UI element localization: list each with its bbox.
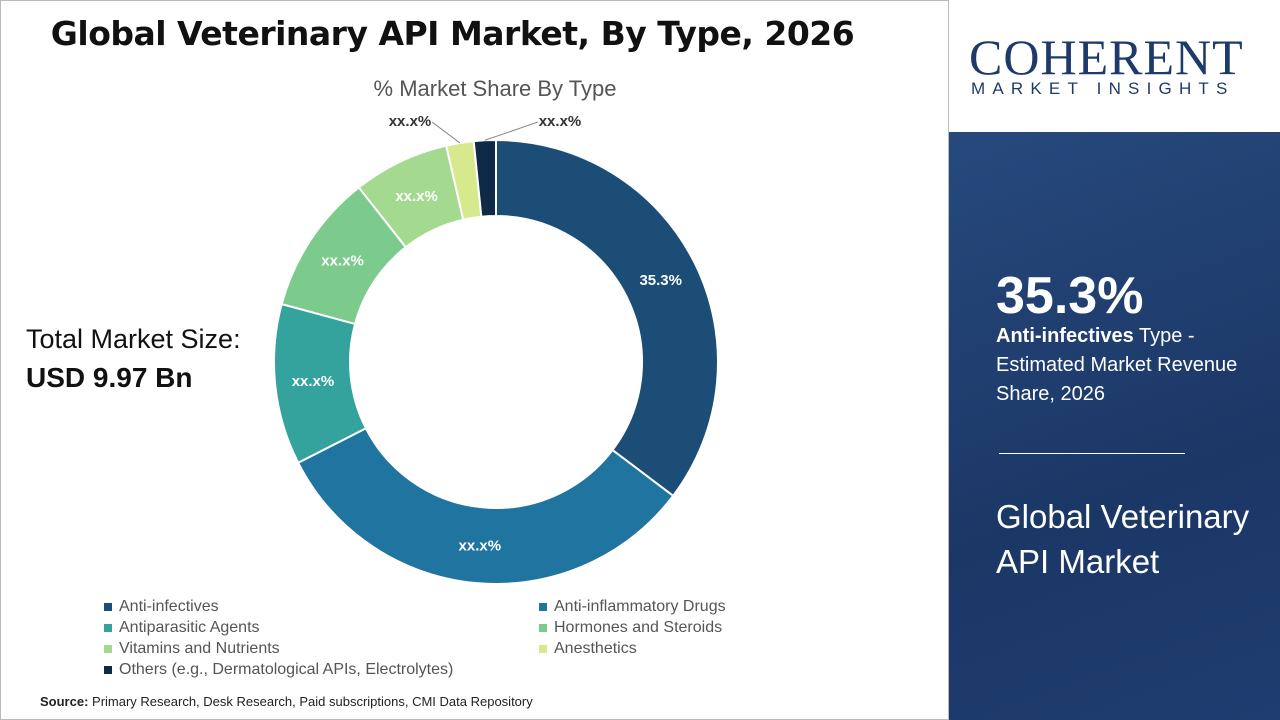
source-note: Source: Primary Research, Desk Research,… [40, 694, 533, 709]
donut-chart: 35.3% xx.x% xx.x% xx.x% xx.x% xx.x% xx.x% [273, 113, 719, 585]
highlight-segment: Anti-infectives [996, 325, 1134, 347]
data-label: xx.x% [395, 188, 438, 205]
highlight-desc-text: Type - Estimated Market Revenue Share, 2… [996, 325, 1238, 405]
slice-anti-infectives [495, 138, 719, 498]
legend-label: Anesthetics [554, 639, 637, 657]
leader-line [484, 121, 539, 141]
logo-name: COHERENT [969, 29, 1244, 85]
page-title: Global Veterinary API Market, By Type, 2… [50, 14, 855, 53]
divider [999, 453, 1185, 454]
legend-item: Anesthetics [539, 638, 799, 659]
legend-swatch [104, 644, 112, 653]
legend-swatch [104, 602, 112, 611]
legend-label: Anti-infectives [119, 597, 219, 615]
total-market-label: Total Market Size: [26, 324, 241, 354]
data-label: 35.3% [639, 272, 682, 289]
slice-others [472, 138, 497, 218]
highlight-description: Anti-infectives Type - Estimated Market … [996, 322, 1246, 409]
legend-swatch [539, 623, 547, 632]
legend-swatch [104, 665, 112, 674]
legend-swatch [539, 602, 547, 611]
data-label: xx.x% [539, 113, 582, 130]
legend-swatch [539, 644, 547, 653]
legend-label: Hormones and Steroids [554, 618, 723, 636]
legend-item: Others (e.g., Dermatological APIs, Elect… [104, 659, 539, 680]
legend-item: Anti-infectives [104, 596, 539, 617]
logo: COHERENT MARKET INSIGHTS [949, 0, 1280, 132]
legend-item: Vitamins and Nutrients [104, 638, 539, 659]
legend-label: Vitamins and Nutrients [119, 639, 280, 657]
data-label: xx.x% [459, 537, 502, 554]
highlight-value: 35.3% [996, 267, 1144, 325]
slice-anti-inflammatory [296, 426, 675, 585]
legend-swatch [104, 623, 112, 632]
legend-label: Antiparasitic Agents [119, 618, 260, 636]
legend: Anti-infectives Anti-inflammatory Drugs An… [104, 596, 804, 680]
legend-item: Anti-inflammatory Drugs [539, 596, 799, 617]
market-name: Global Veterinary API Market [996, 498, 1250, 580]
total-market-value: USD 9.97 Bn [26, 362, 193, 393]
source-text: Primary Research, Desk Research, Paid su… [92, 694, 533, 709]
data-label: xx.x% [389, 113, 432, 130]
chart-subtitle: % Market Share By Type [373, 76, 617, 101]
legend-label: Anti-inflammatory Drugs [554, 597, 726, 615]
legend-item: Antiparasitic Agents [104, 617, 539, 638]
data-label: xx.x% [292, 373, 335, 390]
source-label: Source: [40, 694, 89, 709]
highlight-panel [949, 132, 1280, 720]
leader-line [431, 121, 461, 144]
legend-item: Hormones and Steroids [539, 617, 799, 638]
logo-tagline: MARKET INSIGHTS [971, 79, 1235, 98]
data-label: xx.x% [321, 252, 364, 269]
legend-label: Others (e.g., Dermatological APIs, Elect… [119, 660, 454, 678]
